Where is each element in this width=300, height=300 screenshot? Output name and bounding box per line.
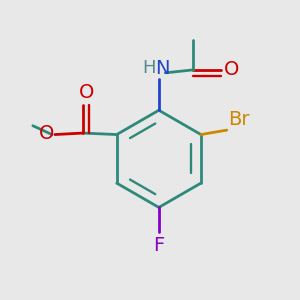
Text: O: O [78, 82, 94, 102]
Text: N: N [155, 59, 169, 78]
Text: Br: Br [228, 110, 250, 129]
Text: O: O [39, 124, 54, 143]
Text: O: O [224, 60, 239, 79]
Text: F: F [153, 236, 164, 255]
Text: H: H [143, 59, 156, 77]
